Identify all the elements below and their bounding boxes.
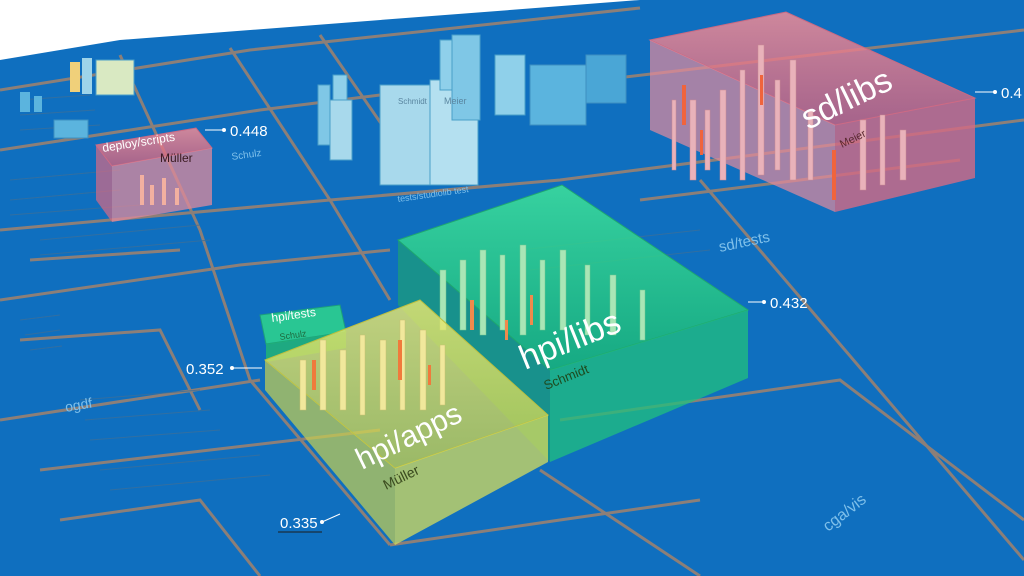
owner-label-schulz-top: Schulz xyxy=(231,148,262,163)
building xyxy=(53,119,89,139)
district-hpi-apps[interactable]: hpi/apps Müller 0.335 xyxy=(264,299,549,545)
building xyxy=(529,64,587,126)
district-owner-hpi-tests: Schulz xyxy=(279,328,308,342)
district-sd-libs[interactable]: sd/libs Meier 0.4 xyxy=(648,11,1022,212)
metric-value-hpi-apps: 0.335 xyxy=(280,515,318,532)
metric-value-hpi-libs: 0.432 xyxy=(770,295,808,312)
building xyxy=(70,62,80,92)
district-name-hpi-tests: hpi/tests xyxy=(270,305,316,325)
sd-libs-towers xyxy=(671,44,907,191)
hpi-libs-towers xyxy=(439,244,646,341)
building xyxy=(494,54,526,116)
building xyxy=(329,99,353,161)
building xyxy=(585,54,627,104)
metric-value-hpi-tests: 0.352 xyxy=(186,361,224,378)
owner-label-meier-tall: Meier xyxy=(444,96,467,106)
building xyxy=(439,39,453,91)
sd-libs-hot-towers xyxy=(682,75,836,200)
metric-value-deploy-scripts: 0.448 xyxy=(230,123,268,140)
building xyxy=(82,58,92,94)
building xyxy=(317,84,331,146)
buildings-background xyxy=(20,34,627,186)
district-label-ogdf: ogdf xyxy=(64,394,94,415)
hpi-apps-towers xyxy=(299,319,446,416)
building xyxy=(20,92,30,112)
building xyxy=(34,96,42,112)
building xyxy=(451,34,481,121)
owner-label-schmidt-tall: Schmidt xyxy=(398,97,428,106)
metric-value-sd-libs: 0.4 xyxy=(1001,85,1022,102)
building xyxy=(95,59,135,96)
building xyxy=(379,84,433,186)
fine-grid xyxy=(9,94,711,491)
district-owner-deploy-scripts: Müller xyxy=(160,151,193,165)
